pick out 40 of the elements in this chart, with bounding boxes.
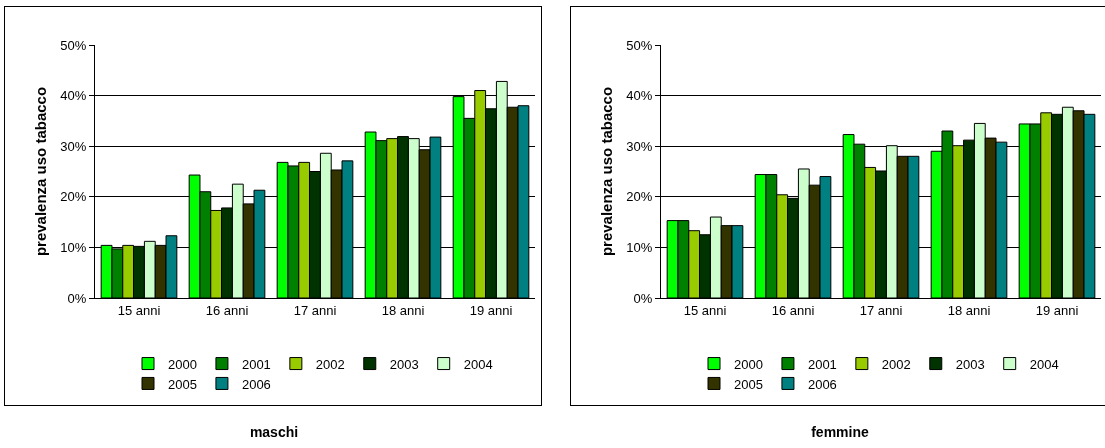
legend-label: 2003 <box>955 356 985 372</box>
legend-label: 2003 <box>389 356 419 372</box>
y-axis-title: prevalenza uso tabacco <box>31 86 49 257</box>
y-tick-label: 20% <box>60 189 87 205</box>
x-tick-label: 15 anni <box>683 302 727 318</box>
x-tick-label: 16 anni <box>771 302 815 318</box>
legend-label: 2002 <box>315 356 345 372</box>
legend-label: 2000 <box>168 356 197 372</box>
legend-label: 2004 <box>1029 356 1059 372</box>
y-axis-title: prevalenza uso tabacco <box>597 86 615 257</box>
text: maschi <box>248 424 300 440</box>
y-tick-label: 50% <box>60 37 87 53</box>
y-tick-label: 20% <box>626 189 653 205</box>
text: femmine <box>810 424 870 440</box>
y-tick-label: 0% <box>633 290 653 306</box>
x-tick-label: 17 anni <box>293 302 337 318</box>
legend-label: 2005 <box>168 376 197 392</box>
legend-label: 2001 <box>807 356 837 372</box>
legend-label: 2005 <box>734 376 763 392</box>
legend-label: 2004 <box>463 356 493 372</box>
x-tick-label: 17 anni <box>859 302 903 318</box>
y-tick-label: 40% <box>626 88 653 104</box>
x-tick-label: 18 anni <box>947 302 991 318</box>
legend-label: 2001 <box>241 356 271 372</box>
y-tick-label: 10% <box>60 239 87 255</box>
y-tick-label: 40% <box>60 88 87 104</box>
legend-label: 2000 <box>734 356 763 372</box>
x-tick-label: 19 anni <box>1035 302 1079 318</box>
y-tick-label: 50% <box>626 37 653 53</box>
y-tick-label: 0% <box>67 290 87 306</box>
legend-label: 2006 <box>241 376 271 392</box>
legend-label: 2006 <box>807 376 837 392</box>
y-tick-label: 30% <box>60 138 87 154</box>
x-tick-label: 15 anni <box>117 302 161 318</box>
x-tick-label: 19 anni <box>469 302 513 318</box>
legend-label: 2002 <box>881 356 911 372</box>
y-tick-label: 30% <box>626 138 653 154</box>
y-tick-label: 10% <box>626 239 653 255</box>
x-tick-label: 16 anni <box>205 302 249 318</box>
x-tick-label: 18 anni <box>381 302 425 318</box>
